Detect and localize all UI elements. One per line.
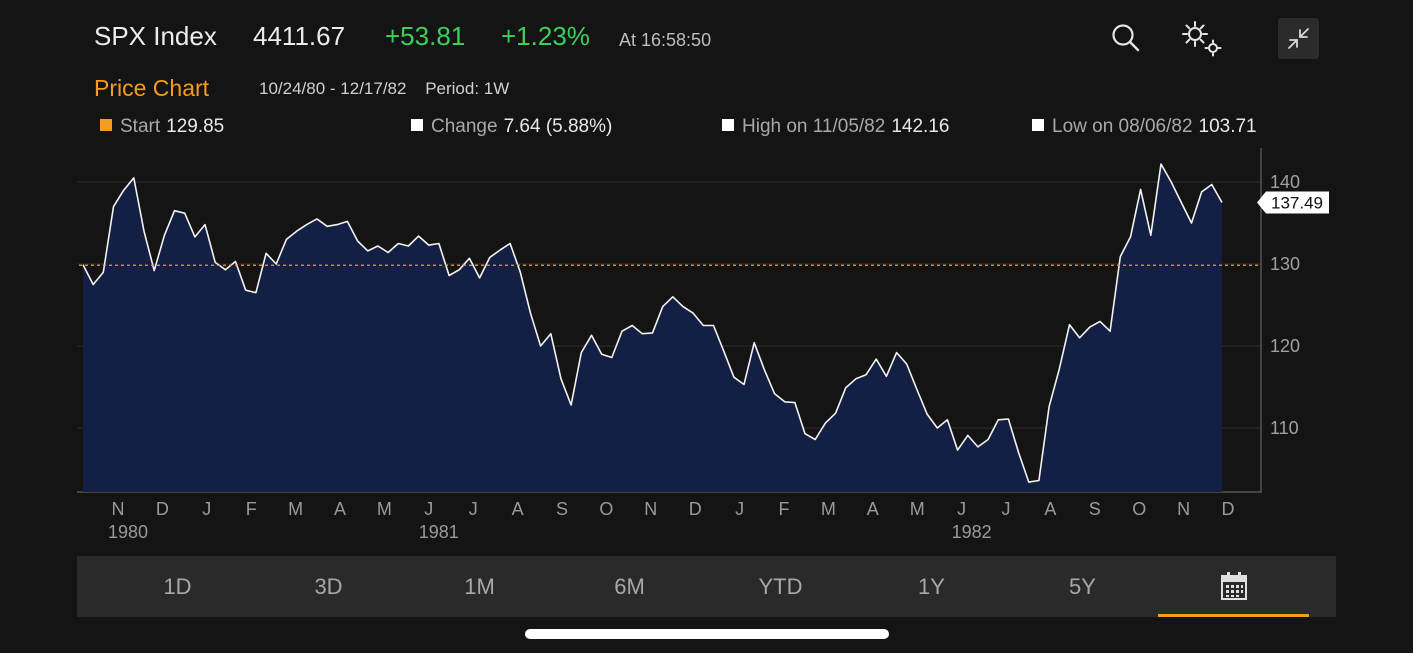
stat-value: 142.16 (891, 116, 950, 137)
tab-6m[interactable]: 6M (614, 574, 645, 599)
stat-label: Change (431, 116, 498, 137)
x-month-label: D (156, 499, 169, 519)
high-legend-swatch (722, 119, 734, 131)
x-month-label: M (910, 499, 925, 519)
stat-low: Low on 08/06/82 103.71 (1032, 116, 1257, 138)
tab-3d[interactable]: 3D (314, 574, 343, 599)
x-year-label: 1980 (108, 522, 148, 542)
period-label: Period: 1W (425, 79, 510, 98)
y-tick-label: 120 (1270, 336, 1300, 356)
x-month-label: S (1089, 499, 1101, 519)
x-year-label: 1981 (419, 522, 459, 542)
start-legend-swatch (100, 119, 112, 131)
y-tick-label: 140 (1270, 172, 1300, 192)
x-month-label: S (556, 499, 568, 519)
tab-custom-date[interactable] (1158, 556, 1309, 617)
x-month-label: A (1044, 499, 1056, 519)
x-month-label: N (1177, 499, 1190, 519)
calendar-icon (1220, 572, 1247, 601)
ticker-title: SPX Index (94, 21, 217, 51)
gear-icon[interactable] (1180, 18, 1224, 58)
stat-value: 103.71 (1198, 116, 1257, 137)
x-month-label: A (334, 499, 346, 519)
y-tick-label: 110 (1270, 418, 1299, 438)
price-area (83, 164, 1222, 492)
stat-start: Start 129.85 (100, 116, 224, 138)
tab-5y[interactable]: 5Y (1069, 574, 1096, 599)
percent-change: +1.23% (501, 21, 590, 51)
x-month-label: N (644, 499, 657, 519)
last-price-label: 137.49 (1271, 194, 1323, 213)
change-legend-swatch (411, 119, 423, 131)
last-price-marker: 137.49 (1257, 191, 1329, 214)
stat-value: 129.85 (166, 116, 225, 137)
x-month-label: J (469, 499, 478, 519)
x-month-label: A (867, 499, 879, 519)
tab-ytd[interactable]: YTD (758, 574, 803, 599)
low-legend-swatch (1032, 119, 1044, 131)
x-month-label: O (1132, 499, 1146, 519)
home-indicator (525, 629, 889, 639)
x-month-label: A (512, 499, 524, 519)
period-tab-bar: 1D 3D 1M 6M YTD 1Y 5Y (77, 556, 1336, 617)
x-month-label: J (735, 499, 744, 519)
x-month-label: J (424, 499, 433, 519)
chart-title: Price Chart (94, 75, 210, 101)
stat-label: Start (120, 116, 161, 137)
stat-value: 7.64 (5.88%) (503, 116, 613, 137)
tab-1y[interactable]: 1Y (918, 574, 945, 599)
date-range-value: 10/24/80 - 12/17/82 (259, 79, 407, 98)
stat-label: Low on 08/06/82 (1052, 116, 1193, 137)
x-month-label: M (377, 499, 392, 519)
x-month-label: O (599, 499, 613, 519)
stat-change: Change 7.64 (5.88%) (411, 116, 612, 138)
stat-high: High on 11/05/82 142.16 (722, 116, 949, 138)
x-month-label: N (112, 499, 125, 519)
x-month-label: F (246, 499, 257, 519)
search-icon[interactable] (1110, 22, 1142, 54)
date-range: 10/24/80 - 12/17/82 Period: 1W (259, 79, 509, 99)
x-month-label: J (202, 499, 211, 519)
tab-1d[interactable]: 1D (163, 574, 192, 599)
collapse-icon (1288, 28, 1309, 49)
tab-1m[interactable]: 1M (464, 574, 495, 599)
x-month-label: D (1222, 499, 1235, 519)
x-month-label: M (821, 499, 836, 519)
price-chart[interactable]: 140 130 120 110 137.49 N D J F M A M J J A S O N D J F M A M J… (0, 0, 1413, 553)
price-change: +53.81 (385, 21, 466, 51)
stat-label: High on 11/05/82 (742, 116, 886, 137)
x-month-label: D (689, 499, 702, 519)
y-tick-label: 130 (1270, 254, 1300, 274)
x-month-label: J (1002, 499, 1011, 519)
index-price: 4411.67 (253, 21, 346, 51)
collapse-button[interactable] (1278, 18, 1319, 59)
x-month-label: F (779, 499, 790, 519)
price-line (82, 163, 1223, 483)
x-month-label: J (957, 499, 966, 519)
quote-time: At 16:58:50 (619, 30, 712, 50)
x-month-label: M (288, 499, 303, 519)
x-year-label: 1982 (952, 522, 992, 542)
